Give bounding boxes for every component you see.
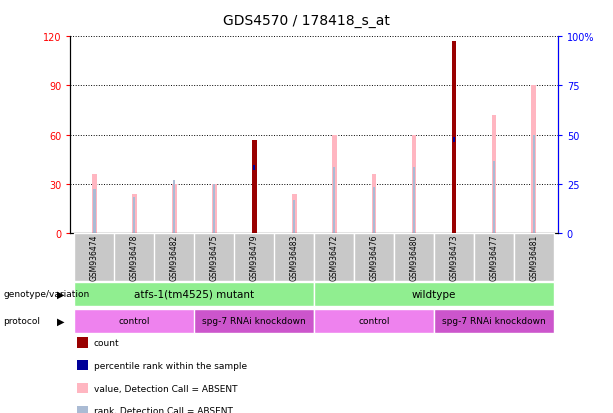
Bar (474, 233, 514, 281)
Bar (74, 233, 115, 281)
Bar (314, 233, 354, 281)
Bar (134, 197, 135, 233)
Text: spg-7 RNAi knockdown: spg-7 RNAi knockdown (442, 317, 546, 325)
Bar (114, 233, 154, 281)
Bar (333, 168, 335, 233)
Text: spg-7 RNAi knockdown: spg-7 RNAi knockdown (202, 317, 306, 325)
Bar (452, 42, 456, 233)
Bar (274, 233, 314, 281)
Text: GSM936481: GSM936481 (530, 234, 538, 280)
Bar (531, 86, 536, 233)
Bar (373, 188, 375, 233)
Bar (492, 116, 497, 233)
Bar (354, 233, 394, 281)
Text: wildtype: wildtype (412, 289, 456, 299)
Text: GSM936472: GSM936472 (330, 234, 338, 280)
Bar (332, 135, 337, 233)
Text: GSM936477: GSM936477 (489, 234, 498, 280)
Text: percentile rank within the sample: percentile rank within the sample (94, 361, 247, 370)
Bar (493, 161, 495, 233)
Bar (433, 309, 554, 333)
Text: count: count (94, 338, 120, 347)
Bar (194, 233, 235, 281)
Text: protocol: protocol (3, 317, 40, 325)
Text: atfs-1(tm4525) mutant: atfs-1(tm4525) mutant (134, 289, 254, 299)
Bar (74, 309, 195, 333)
Bar (292, 194, 297, 233)
Bar (92, 174, 97, 233)
Bar (132, 194, 137, 233)
Text: GDS4570 / 178418_s_at: GDS4570 / 178418_s_at (223, 14, 390, 28)
Text: GSM936474: GSM936474 (90, 234, 99, 280)
Bar (173, 181, 175, 233)
Text: GSM936480: GSM936480 (409, 234, 419, 280)
Text: value, Detection Call = ABSENT: value, Detection Call = ABSENT (94, 384, 237, 393)
Bar (514, 233, 554, 281)
Text: GSM936475: GSM936475 (210, 234, 219, 280)
Text: GSM936483: GSM936483 (290, 234, 299, 280)
Text: GSM936482: GSM936482 (170, 234, 179, 280)
Bar (253, 166, 256, 171)
Text: ▶: ▶ (57, 289, 64, 299)
Bar (172, 184, 177, 233)
Bar (533, 135, 535, 233)
Text: ▶: ▶ (57, 316, 64, 326)
Text: control: control (119, 317, 150, 325)
Bar (194, 309, 314, 333)
Text: GSM936476: GSM936476 (370, 234, 379, 280)
Text: rank, Detection Call = ABSENT: rank, Detection Call = ABSENT (94, 406, 233, 413)
Text: control: control (359, 317, 390, 325)
Text: GSM936479: GSM936479 (249, 234, 259, 280)
Bar (252, 140, 257, 233)
Bar (74, 282, 314, 306)
Bar (453, 138, 455, 142)
Bar (433, 233, 474, 281)
Text: genotype/variation: genotype/variation (3, 290, 89, 299)
Text: GSM936473: GSM936473 (449, 234, 459, 280)
Bar (234, 233, 275, 281)
Bar (93, 189, 96, 233)
Bar (154, 233, 195, 281)
Bar (371, 174, 376, 233)
Bar (314, 309, 435, 333)
Bar (213, 184, 215, 233)
Bar (394, 233, 435, 281)
Bar (314, 282, 554, 306)
Bar (413, 168, 415, 233)
Bar (412, 135, 416, 233)
Text: GSM936478: GSM936478 (130, 234, 139, 280)
Bar (293, 201, 295, 233)
Bar (212, 184, 217, 233)
